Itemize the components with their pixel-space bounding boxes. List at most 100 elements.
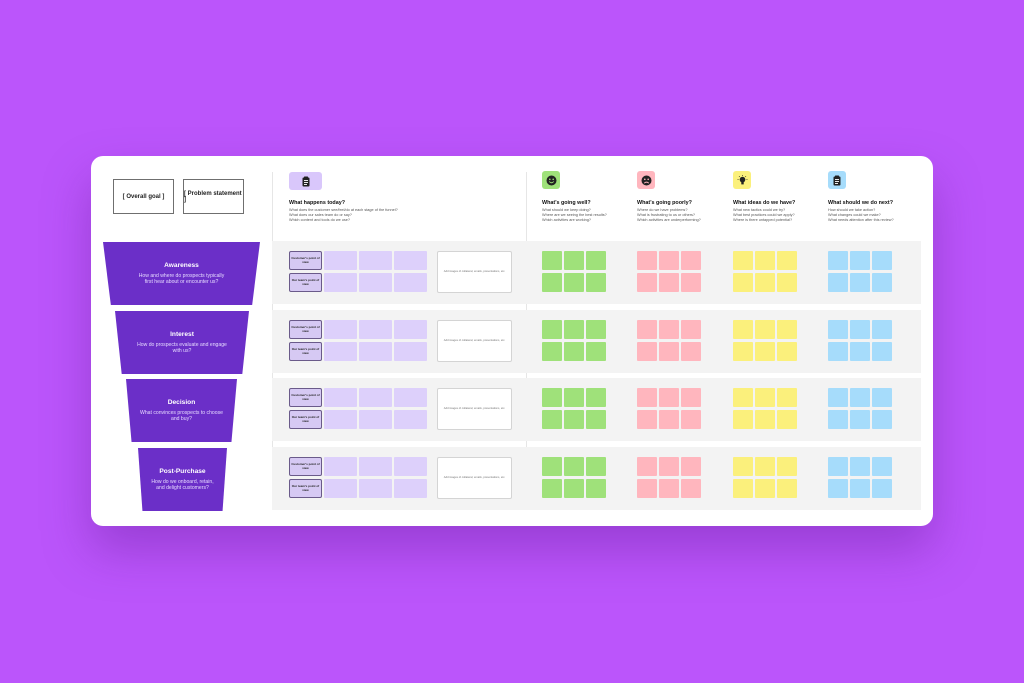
sticky-note[interactable]: [564, 410, 584, 429]
sticky-note[interactable]: [872, 479, 892, 498]
sticky-note[interactable]: [777, 457, 797, 476]
sticky-note[interactable]: [324, 342, 357, 361]
sticky-note[interactable]: [637, 410, 657, 429]
sticky-note[interactable]: [755, 342, 775, 361]
sticky-note[interactable]: [586, 410, 606, 429]
sticky-note[interactable]: [586, 320, 606, 339]
sticky-note[interactable]: [586, 342, 606, 361]
sticky-note[interactable]: [542, 342, 562, 361]
sticky-note[interactable]: [586, 479, 606, 498]
sticky-note[interactable]: [564, 342, 584, 361]
sticky-note[interactable]: [850, 410, 870, 429]
sticky-note[interactable]: [872, 320, 892, 339]
sticky-note[interactable]: [733, 342, 753, 361]
collateral-placeholder[interactable]: Add images of collateral, emails, presen…: [437, 251, 512, 293]
sticky-note[interactable]: [359, 342, 392, 361]
sticky-note[interactable]: [777, 251, 797, 270]
sticky-note[interactable]: [394, 320, 427, 339]
sticky-note[interactable]: [755, 320, 775, 339]
sticky-note[interactable]: [659, 320, 679, 339]
sticky-note[interactable]: [755, 410, 775, 429]
sticky-note[interactable]: [659, 251, 679, 270]
collateral-placeholder[interactable]: Add images of collateral, emails, presen…: [437, 388, 512, 430]
sticky-note[interactable]: [564, 251, 584, 270]
sticky-note[interactable]: [850, 479, 870, 498]
sticky-note[interactable]: [542, 388, 562, 407]
sticky-note[interactable]: [586, 388, 606, 407]
customer-pov-sticky[interactable]: Customer's point of view: [289, 320, 322, 339]
sticky-note[interactable]: [659, 479, 679, 498]
sticky-note[interactable]: [324, 410, 357, 429]
sticky-note[interactable]: [542, 273, 562, 292]
sticky-note[interactable]: [733, 410, 753, 429]
sticky-note[interactable]: [324, 479, 357, 498]
sticky-note[interactable]: [681, 410, 701, 429]
sticky-note[interactable]: [733, 479, 753, 498]
sticky-note[interactable]: [324, 457, 357, 476]
team-pov-sticky[interactable]: Our team's point of view: [289, 273, 322, 292]
sticky-note[interactable]: [542, 251, 562, 270]
sticky-note[interactable]: [755, 388, 775, 407]
sticky-note[interactable]: [659, 410, 679, 429]
sticky-note[interactable]: [777, 410, 797, 429]
sticky-note[interactable]: [733, 273, 753, 292]
sticky-note[interactable]: [637, 388, 657, 407]
sticky-note[interactable]: [586, 251, 606, 270]
sticky-note[interactable]: [828, 251, 848, 270]
sticky-note[interactable]: [850, 457, 870, 476]
sticky-note[interactable]: [872, 457, 892, 476]
sticky-note[interactable]: [828, 479, 848, 498]
sticky-note[interactable]: [755, 457, 775, 476]
customer-pov-sticky[interactable]: Customer's point of view: [289, 251, 322, 270]
sticky-note[interactable]: [359, 479, 392, 498]
sticky-note[interactable]: [681, 479, 701, 498]
sticky-note[interactable]: [542, 457, 562, 476]
sticky-note[interactable]: [872, 342, 892, 361]
sticky-note[interactable]: [777, 273, 797, 292]
sticky-note[interactable]: [850, 251, 870, 270]
sticky-note[interactable]: [394, 388, 427, 407]
sticky-note[interactable]: [564, 273, 584, 292]
sticky-note[interactable]: [324, 388, 357, 407]
sticky-note[interactable]: [542, 320, 562, 339]
customer-pov-sticky[interactable]: Customer's point of view: [289, 388, 322, 407]
sticky-note[interactable]: [586, 457, 606, 476]
sticky-note[interactable]: [755, 273, 775, 292]
sticky-note[interactable]: [324, 320, 357, 339]
sticky-note[interactable]: [659, 342, 679, 361]
sticky-note[interactable]: [755, 251, 775, 270]
sticky-note[interactable]: [359, 388, 392, 407]
sticky-note[interactable]: [681, 342, 701, 361]
sticky-note[interactable]: [681, 457, 701, 476]
sticky-note[interactable]: [733, 457, 753, 476]
sticky-note[interactable]: [777, 479, 797, 498]
sticky-note[interactable]: [733, 251, 753, 270]
sticky-note[interactable]: [777, 342, 797, 361]
sticky-note[interactable]: [542, 410, 562, 429]
sticky-note[interactable]: [586, 273, 606, 292]
sticky-note[interactable]: [542, 479, 562, 498]
sticky-note[interactable]: [850, 342, 870, 361]
sticky-note[interactable]: [637, 457, 657, 476]
sticky-note[interactable]: [828, 388, 848, 407]
sticky-note[interactable]: [637, 479, 657, 498]
sticky-note[interactable]: [681, 273, 701, 292]
sticky-note[interactable]: [324, 251, 357, 270]
collateral-placeholder[interactable]: Add images of collateral, emails, presen…: [437, 320, 512, 362]
sticky-note[interactable]: [564, 479, 584, 498]
team-pov-sticky[interactable]: Our team's point of view: [289, 410, 322, 429]
sticky-note[interactable]: [872, 251, 892, 270]
sticky-note[interactable]: [828, 457, 848, 476]
sticky-note[interactable]: [828, 320, 848, 339]
sticky-note[interactable]: [359, 410, 392, 429]
sticky-note[interactable]: [681, 388, 701, 407]
sticky-note[interactable]: [777, 388, 797, 407]
sticky-note[interactable]: [850, 388, 870, 407]
sticky-note[interactable]: [733, 320, 753, 339]
sticky-note[interactable]: [359, 251, 392, 270]
sticky-note[interactable]: [828, 273, 848, 292]
sticky-note[interactable]: [394, 479, 427, 498]
sticky-note[interactable]: [872, 273, 892, 292]
sticky-note[interactable]: [394, 251, 427, 270]
sticky-note[interactable]: [324, 273, 357, 292]
